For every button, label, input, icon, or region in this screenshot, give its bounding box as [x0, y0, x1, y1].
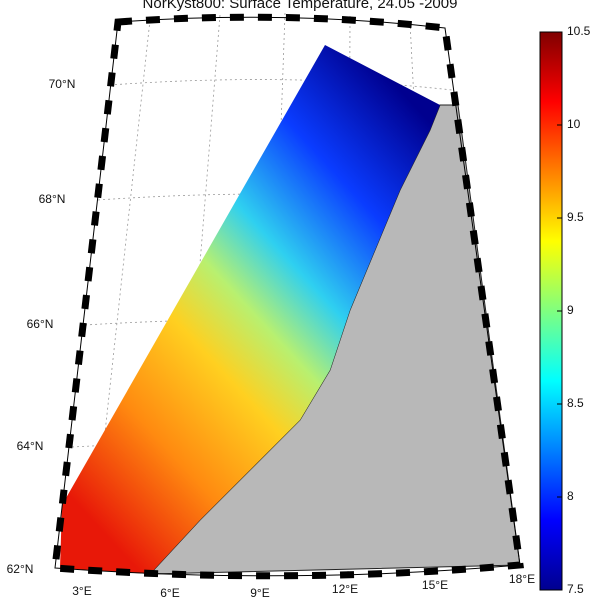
colorbar-tick-label: 7.5 — [567, 582, 584, 596]
lon-label: 12°E — [332, 582, 358, 596]
lon-label: 6°E — [160, 586, 179, 600]
lat-label: 68°N — [39, 192, 66, 206]
colorbar-tick-label: 9.5 — [567, 210, 584, 224]
lon-label: 3°E — [72, 584, 91, 598]
colorbar-tick-label: 8 — [567, 489, 574, 503]
colorbar-tick-label: 10.5 — [567, 24, 591, 38]
map-title: NorKyst800: Surface Temperature, 24.05 -… — [143, 0, 458, 12]
lat-label: 66°N — [27, 317, 54, 331]
map-figure: NorKyst800: Surface Temperature, 24.05 -… — [0, 0, 612, 607]
colorbar-tick-label: 10 — [567, 117, 581, 131]
lat-label: 62°N — [7, 562, 34, 576]
lon-label: 15°E — [422, 578, 448, 592]
lon-label: 9°E — [250, 586, 269, 600]
colorbar-tick-label: 9 — [567, 303, 574, 317]
colorbar-tick-label: 8.5 — [567, 396, 584, 410]
lat-label: 64°N — [17, 439, 44, 453]
lon-label: 18°E — [509, 572, 535, 586]
lat-label: 70°N — [49, 77, 76, 91]
